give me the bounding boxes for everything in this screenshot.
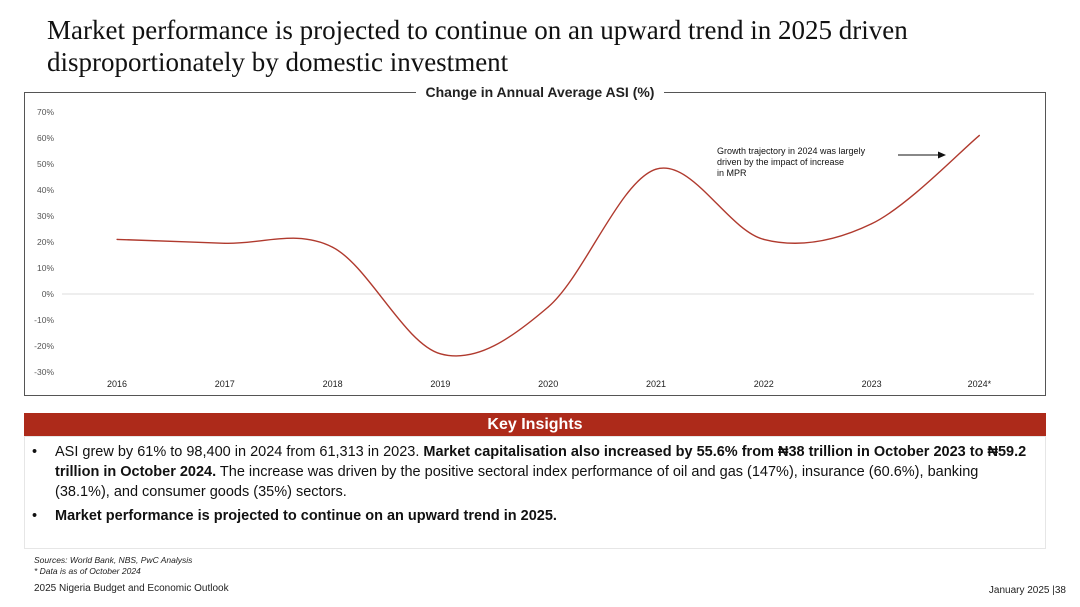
data-point	[224, 242, 226, 244]
slide-title: Market performance is projected to conti…	[47, 15, 908, 77]
x-tick-label: 2021	[646, 379, 666, 389]
publication-title: 2025 Nigeria Budget and Economic Outlook	[34, 583, 229, 594]
insight-2-text: Market performance is projected to conti…	[55, 508, 557, 524]
y-axis: 70% 60% 50% 40% 30% 20% 10% 0% -10% -20% -30%	[34, 107, 1034, 377]
x-tick-label: 2017	[215, 379, 235, 389]
data-point	[655, 168, 657, 170]
data-point	[978, 134, 981, 136]
sources-text: Sources: World Bank, NBS, PwC Analysis	[34, 555, 193, 565]
x-axis: 2016 2017 2018 2019 2020 2021 2022 2023 2024*	[107, 379, 992, 389]
y-tick-label: -10%	[34, 315, 54, 325]
data-point	[547, 306, 549, 308]
data-point	[763, 238, 765, 240]
data-note-text: * Data is as of October 2024	[34, 566, 141, 576]
chart-title: Change in Annual Average ASI (%)	[415, 84, 665, 100]
data-point	[871, 223, 873, 225]
y-tick-label: 0%	[42, 289, 55, 299]
bullet-icon: •	[32, 444, 38, 460]
sources-note: Sources: World Bank, NBS, PwC Analysis *…	[34, 555, 192, 577]
y-tick-label: -20%	[34, 341, 54, 351]
x-tick-label: 2018	[323, 379, 343, 389]
y-tick-label: 60%	[37, 133, 54, 143]
x-tick-label: 2016	[107, 379, 127, 389]
annotation-line-3: in MPR	[717, 168, 747, 178]
x-tick-label: 2019	[430, 379, 450, 389]
key-insights-body: • ASI grew by 61% to 98,400 in 2024 from …	[24, 436, 1046, 549]
annotation-arrowhead	[938, 151, 946, 159]
insight-1-text-b: The increase was driven by the positive …	[55, 464, 979, 500]
bullet-icon: •	[32, 508, 38, 524]
y-tick-label: 40%	[37, 185, 54, 195]
y-tick-label: 10%	[37, 263, 54, 273]
date-page-number: January 2025 |38	[988, 585, 1066, 596]
y-tick-label: 50%	[37, 159, 54, 169]
y-tick-label: 70%	[37, 107, 54, 117]
y-tick-label: 30%	[37, 211, 54, 221]
insight-1-text-a: ASI grew by 61% to 98,400 in 2024 from 6…	[55, 444, 424, 460]
insight-1-text-bold: Market capitalisation also increased by …	[55, 444, 1027, 480]
annotation-line-2: driven by the impact of increase	[717, 157, 844, 167]
y-tick-label: -30%	[34, 367, 54, 377]
x-tick-label: 2023	[862, 379, 882, 389]
data-points	[116, 134, 981, 355]
annotation-line-1: Growth trajectory in 2024 was largely	[717, 146, 866, 156]
insight-item-1: • ASI grew by 61% to 98,400 in 2024 from …	[32, 442, 1031, 502]
insight-item-2: • Market performance is projected to cont…	[32, 506, 1031, 526]
chart-title-wrap: Change in Annual Average ASI (%)	[0, 84, 1080, 102]
y-tick-label: 20%	[37, 237, 54, 247]
x-tick-label: 2020	[538, 379, 558, 389]
data-point	[116, 238, 118, 240]
data-point	[332, 246, 334, 248]
series-line	[116, 134, 980, 357]
key-insights-header: Key Insights	[24, 413, 1046, 436]
line-chart: 70% 60% 50% 40% 30% 20% 10% 0% -10% -20% -30% 2016…	[34, 107, 1034, 389]
data-point	[439, 353, 441, 355]
x-tick-label: 2024*	[968, 379, 992, 389]
x-tick-label: 2022	[754, 379, 774, 389]
